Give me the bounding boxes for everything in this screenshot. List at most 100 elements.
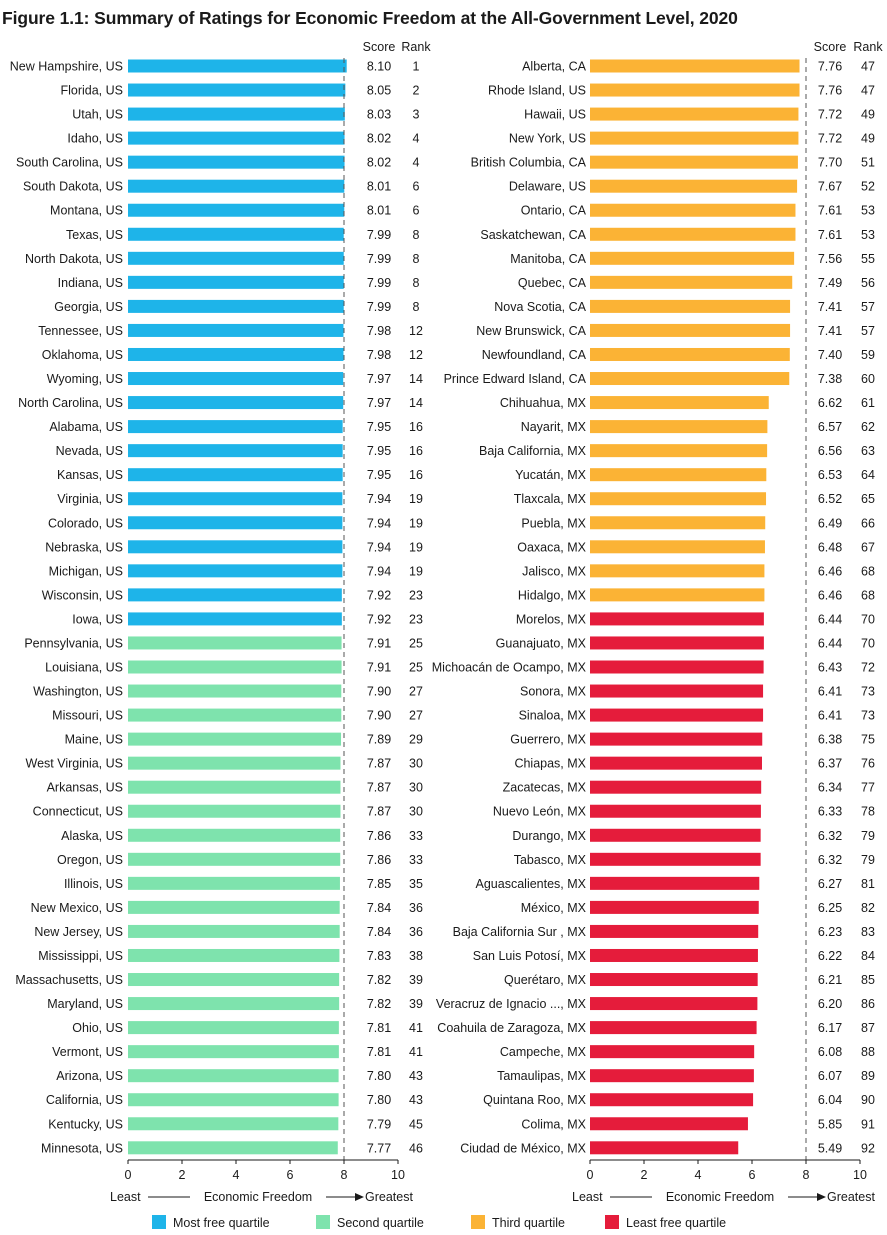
- bar: [128, 492, 343, 506]
- row-label: Guanajuato, MX: [496, 636, 587, 650]
- row-label: New Brunswick, CA: [476, 324, 586, 338]
- bar: [128, 372, 344, 386]
- score-value: 6.43: [818, 661, 842, 675]
- bar: [590, 924, 759, 938]
- row-label: Colima, MX: [521, 1117, 586, 1131]
- score-value: 7.40: [818, 348, 842, 362]
- rank-value: 73: [861, 685, 875, 699]
- rank-value: 23: [409, 612, 423, 626]
- bar: [128, 732, 342, 746]
- score-value: 7.98: [367, 324, 391, 338]
- score-value: 7.76: [818, 84, 842, 98]
- row-label: Arizona, US: [56, 1069, 123, 1083]
- arrow-head-icon: [817, 1193, 826, 1201]
- bar: [128, 804, 341, 818]
- rank-value: 41: [409, 1045, 423, 1059]
- rank-value: 29: [409, 733, 423, 747]
- score-value: 5.49: [818, 1141, 842, 1155]
- rank-value: 4: [413, 156, 420, 170]
- bar: [590, 516, 766, 530]
- rank-value: 8: [413, 276, 420, 290]
- rank-value: 82: [861, 901, 875, 915]
- row-label: Missouri, US: [52, 709, 123, 723]
- score-value: 7.85: [367, 877, 391, 891]
- score-value: 7.84: [367, 925, 391, 939]
- rank-value: 55: [861, 252, 875, 266]
- score-value: 7.84: [367, 901, 391, 915]
- bar: [590, 107, 799, 121]
- rank-value: 16: [409, 468, 423, 482]
- bar: [128, 708, 342, 722]
- score-value: 7.98: [367, 348, 391, 362]
- rank-value: 45: [409, 1117, 423, 1131]
- row-label: Chihuahua, MX: [500, 396, 587, 410]
- bar: [128, 948, 340, 962]
- score-value: 7.90: [367, 685, 391, 699]
- rank-value: 39: [409, 997, 423, 1011]
- rank-value: 41: [409, 1021, 423, 1035]
- rank-value: 43: [409, 1093, 423, 1107]
- bar: [128, 612, 342, 626]
- rank-value: 16: [409, 444, 423, 458]
- bar: [128, 1069, 339, 1083]
- axis-caption-title: Economic Freedom: [204, 1190, 312, 1204]
- bar: [590, 973, 758, 987]
- row-label: Rhode Island, US: [488, 84, 586, 98]
- score-value: 8.01: [367, 180, 391, 194]
- bar: [590, 997, 758, 1011]
- bar: [590, 1069, 754, 1083]
- bar: [128, 251, 344, 265]
- bar: [128, 516, 343, 530]
- rank-value: 60: [861, 372, 875, 386]
- row-label: Manitoba, CA: [510, 252, 586, 266]
- score-value: 6.37: [818, 757, 842, 771]
- row-label: Delaware, US: [509, 180, 586, 194]
- score-value: 8.01: [367, 204, 391, 218]
- row-label: Jalisco, MX: [522, 564, 587, 578]
- row-label: Michigan, US: [49, 564, 123, 578]
- rank-value: 77: [861, 781, 875, 795]
- rank-value: 57: [861, 324, 875, 338]
- bar: [590, 83, 800, 97]
- rank-value: 81: [861, 877, 875, 891]
- rank-value: 43: [409, 1069, 423, 1083]
- bar: [590, 444, 768, 458]
- rank-value: 8: [413, 300, 420, 314]
- row-label: Tennessee, US: [38, 324, 123, 338]
- row-label: Baja California, MX: [479, 444, 587, 458]
- row-label: Guerrero, MX: [510, 733, 586, 747]
- figure-title: Figure 1.1: Summary of Ratings for Econo…: [2, 8, 738, 28]
- x-tick-label: 8: [341, 1168, 348, 1182]
- bar: [128, 131, 345, 145]
- bar: [590, 1045, 755, 1059]
- row-label: Vermont, US: [52, 1045, 123, 1059]
- bar: [128, 1045, 339, 1059]
- bar: [128, 997, 340, 1011]
- bar: [590, 588, 765, 602]
- row-label: Newfoundland, CA: [482, 348, 587, 362]
- bar: [128, 59, 347, 73]
- score-value: 7.81: [367, 1045, 391, 1059]
- x-tick-label: 10: [853, 1168, 867, 1182]
- rank-value: 83: [861, 925, 875, 939]
- bar: [128, 1141, 338, 1155]
- score-value: 7.90: [367, 709, 391, 723]
- bar: [590, 275, 793, 289]
- bar: [590, 1093, 754, 1107]
- rank-value: 39: [409, 973, 423, 987]
- bar: [128, 347, 344, 361]
- x-tick-label: 10: [391, 1168, 405, 1182]
- bar: [590, 203, 796, 217]
- score-value: 7.92: [367, 612, 391, 626]
- rank-value: 89: [861, 1069, 875, 1083]
- bar: [128, 275, 344, 289]
- score-value: 6.22: [818, 949, 842, 963]
- row-label: San Luis Potosí, MX: [473, 949, 587, 963]
- bar: [128, 660, 342, 674]
- score-value: 7.94: [367, 564, 391, 578]
- rank-value: 84: [861, 949, 875, 963]
- row-label: South Carolina, US: [16, 156, 123, 170]
- score-value: 6.23: [818, 925, 842, 939]
- row-label: West Virginia, US: [26, 757, 124, 771]
